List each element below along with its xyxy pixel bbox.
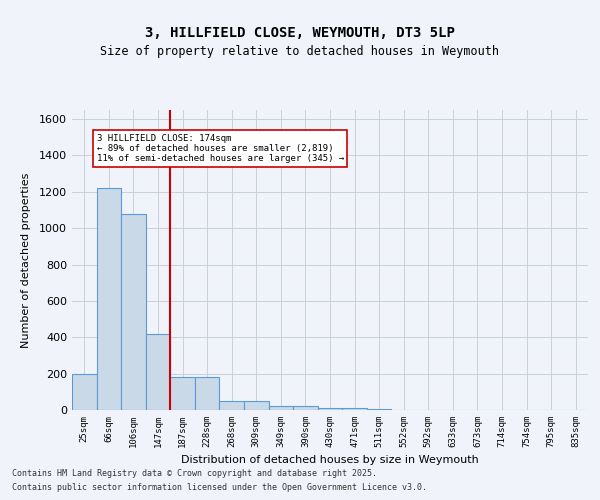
Bar [146,334,170,410]
Text: 3, HILLFIELD CLOSE, WEYMOUTH, DT3 5LP: 3, HILLFIELD CLOSE, WEYMOUTH, DT3 5LP [145,26,455,40]
Bar [220,401,244,410]
Bar [170,378,195,410]
Bar [318,408,342,410]
Bar [195,378,220,410]
Text: Size of property relative to detached houses in Weymouth: Size of property relative to detached ho… [101,44,499,58]
Bar [121,214,146,410]
Text: Contains HM Land Registry data © Crown copyright and database right 2025.: Contains HM Land Registry data © Crown c… [12,468,377,477]
Text: Contains public sector information licensed under the Open Government Licence v3: Contains public sector information licen… [12,484,427,492]
Bar [269,406,293,410]
Bar [293,406,318,410]
Bar [97,188,121,410]
Bar [342,408,367,410]
Bar [367,409,391,410]
Bar [244,401,269,410]
X-axis label: Distribution of detached houses by size in Weymouth: Distribution of detached houses by size … [181,456,479,466]
Text: 3 HILLFIELD CLOSE: 174sqm
← 89% of detached houses are smaller (2,819)
11% of se: 3 HILLFIELD CLOSE: 174sqm ← 89% of detac… [97,134,344,164]
Y-axis label: Number of detached properties: Number of detached properties [20,172,31,348]
Bar [72,374,97,410]
